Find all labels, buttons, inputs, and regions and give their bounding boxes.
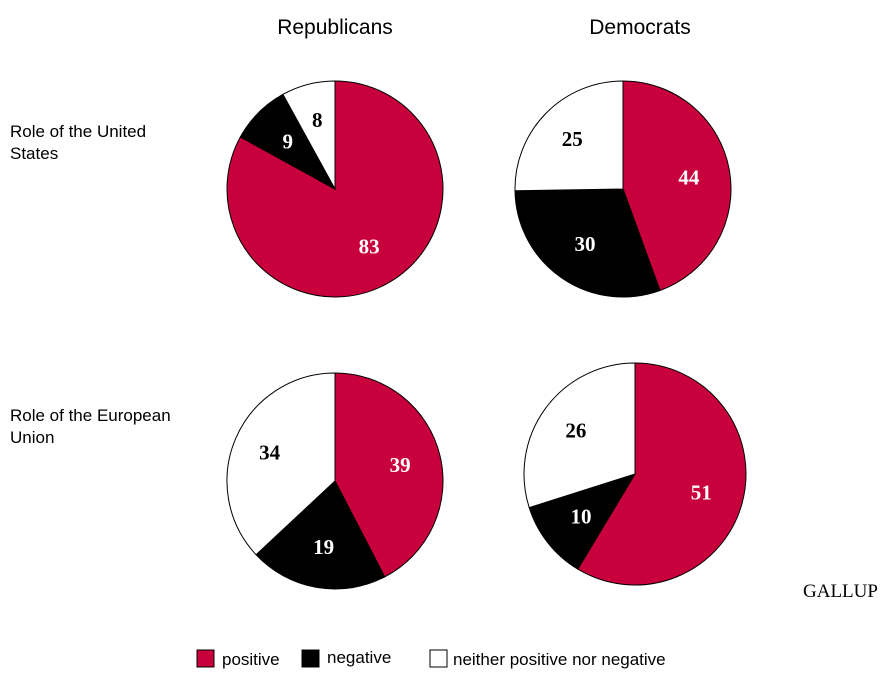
column-title-republicans: Republicans bbox=[277, 16, 393, 39]
pie-1-label-negative: 9 bbox=[282, 130, 293, 154]
pie-2-slice-negative bbox=[514, 188, 661, 298]
pie-2-label-positive: 44 bbox=[678, 165, 700, 189]
pie-3-slice-negative bbox=[255, 480, 386, 590]
pie-1-label-positive: 83 bbox=[359, 235, 380, 259]
pie-2-slice-positive bbox=[622, 80, 732, 292]
pie-2-label-negative: 30 bbox=[575, 232, 596, 256]
legend-label-negative: negative bbox=[327, 648, 391, 667]
pie-4-label-negative: 10 bbox=[571, 505, 592, 529]
pie-2-label-neither: 25 bbox=[562, 127, 583, 151]
row-label-european-union-line-1: Role of the European bbox=[10, 406, 171, 425]
legend-label-positive: positive bbox=[222, 650, 280, 669]
pie-3-slice-positive bbox=[334, 372, 444, 578]
pie-1-label-neither: 8 bbox=[312, 108, 323, 132]
pie-4-slice-positive bbox=[577, 362, 747, 586]
column-title-democrats: Democrats bbox=[589, 16, 691, 39]
pies-group: 83 98 44 30 25 39 19 34 51 10 26 bbox=[226, 80, 747, 590]
pie-3-label-positive: 39 bbox=[390, 453, 411, 477]
row-label-european-union: Role of the European Union bbox=[10, 406, 175, 447]
row-label-united-states-line-1: Role of the United bbox=[10, 122, 146, 141]
pie-3-label-negative: 19 bbox=[313, 535, 334, 559]
pie-4-slice-negative bbox=[528, 473, 637, 570]
row-label-european-union-line-2: Union bbox=[10, 428, 54, 447]
legend: positive negative neither positive nor n… bbox=[196, 648, 666, 669]
row-label-united-states-line-2: States bbox=[10, 144, 58, 163]
pie-2-slice-neither bbox=[514, 80, 624, 192]
legend-swatch-neither bbox=[429, 649, 448, 668]
pie-4-label-positive: 51 bbox=[691, 480, 712, 504]
legend-swatch-negative bbox=[301, 649, 320, 668]
pie-1-slice-neither bbox=[282, 80, 336, 190]
source-gallup: GALLUP bbox=[803, 581, 878, 602]
pie-4-slice-neither bbox=[523, 362, 636, 509]
row-label-united-states: Role of the United States bbox=[10, 122, 151, 163]
pie-3-label-neither: 34 bbox=[259, 441, 281, 465]
pie-3-slice-neither bbox=[226, 372, 336, 556]
legend-swatch-positive bbox=[196, 649, 215, 668]
legend-label-neither: neither positive nor negative bbox=[453, 650, 666, 669]
pie-4-label-neither: 26 bbox=[565, 419, 586, 443]
